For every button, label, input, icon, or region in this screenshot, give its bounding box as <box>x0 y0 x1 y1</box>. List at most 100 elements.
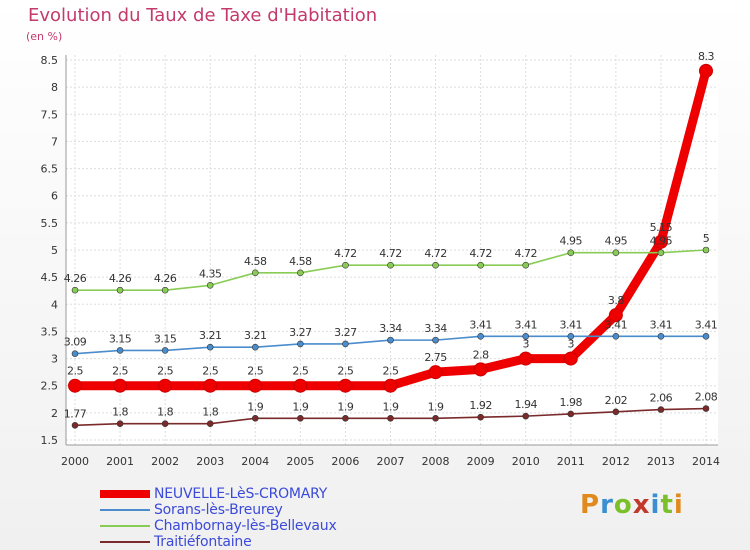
data-point <box>342 414 349 422</box>
y-tick-label: 7 <box>51 135 58 148</box>
data-point <box>477 413 484 421</box>
data-point <box>161 420 169 428</box>
legend-swatch <box>100 525 150 527</box>
x-tick-label: 2012 <box>602 455 630 468</box>
data-point <box>432 336 439 344</box>
legend-item: Chambornay-lès-Bellevaux <box>100 518 337 534</box>
data-point <box>387 336 394 344</box>
data-label: 5.15 <box>650 221 673 234</box>
data-label: 1.8 <box>202 406 218 419</box>
data-label: 4.58 <box>289 255 312 268</box>
data-point <box>477 261 484 269</box>
data-label: 2.5 <box>383 365 399 378</box>
data-point <box>161 347 169 354</box>
data-point <box>432 414 439 422</box>
legend-item: NEUVELLE-LèS-CROMARY <box>100 486 337 502</box>
data-label: 4.72 <box>379 247 402 260</box>
data-label: 3.34 <box>424 322 447 335</box>
data-point <box>657 333 665 340</box>
data-point <box>251 414 259 422</box>
y-tick-label: 8.5 <box>41 54 59 67</box>
y-tick-label: 6.5 <box>41 163 59 176</box>
legend-swatch <box>100 509 150 511</box>
legend-swatch <box>100 490 150 498</box>
data-point <box>338 378 353 393</box>
data-label: 2.5 <box>67 365 83 378</box>
data-point <box>518 351 533 366</box>
y-tick-label: 8 <box>51 81 58 94</box>
data-point <box>563 351 578 366</box>
data-label: 3.09 <box>64 336 87 349</box>
data-label: 2.5 <box>112 365 128 378</box>
data-label: 3.27 <box>334 326 357 339</box>
x-tick-label: 2011 <box>557 455 585 468</box>
logo-letter: t <box>660 490 674 520</box>
data-point <box>522 333 530 340</box>
data-label: 1.92 <box>469 399 492 412</box>
data-label: 3.41 <box>514 318 537 331</box>
data-point <box>297 414 304 422</box>
data-point <box>68 378 82 393</box>
data-label: 2.5 <box>247 365 263 378</box>
data-point <box>432 261 439 269</box>
data-point <box>522 412 530 420</box>
data-point <box>203 378 218 393</box>
data-label: 2.5 <box>292 365 308 378</box>
y-tick-label: 4.5 <box>41 271 59 284</box>
logo-letter: o <box>613 490 633 520</box>
data-point <box>161 286 169 294</box>
x-tick-label: 2009 <box>467 455 495 468</box>
data-point <box>387 261 394 269</box>
data-point <box>71 286 79 294</box>
y-tick-label: 4 <box>51 298 58 311</box>
legend-label: Chambornay-lès-Bellevaux <box>154 518 337 534</box>
data-label: 1.94 <box>514 398 537 411</box>
data-label: 8.3 <box>698 50 714 63</box>
data-point <box>116 286 124 294</box>
x-tick-label: 2007 <box>377 455 405 468</box>
data-label: 4.26 <box>109 272 132 285</box>
legend-label: NEUVELLE-LèS-CROMARY <box>154 486 328 502</box>
legend-item: Traitiéfontaine <box>100 534 337 550</box>
data-label: 3.34 <box>379 322 402 335</box>
logo-letter: i <box>650 490 661 520</box>
data-label: 4.58 <box>244 255 267 268</box>
data-label: 4.95 <box>605 235 628 248</box>
x-tick-label: 2005 <box>286 455 314 468</box>
x-tick-label: 2004 <box>241 455 269 468</box>
legend-swatch <box>100 541 150 543</box>
data-label: 3 <box>522 338 529 351</box>
data-label: 3.41 <box>560 318 583 331</box>
y-tick-label: 5 <box>51 244 58 257</box>
data-label: 3 <box>568 338 575 351</box>
data-label: 3.8 <box>608 294 624 307</box>
y-tick-label: 5.5 <box>41 217 59 230</box>
data-label: 3.15 <box>109 332 132 345</box>
data-point <box>702 333 710 340</box>
data-label: 4.26 <box>64 272 87 285</box>
x-tick-label: 2000 <box>61 455 89 468</box>
data-label: 3.15 <box>154 332 177 345</box>
data-point <box>116 420 124 428</box>
data-label: 1.8 <box>112 406 128 419</box>
data-point <box>477 333 484 340</box>
data-label: 1.9 <box>428 400 444 413</box>
logo-letter: x <box>632 490 651 520</box>
data-point <box>158 378 173 393</box>
x-tick-label: 2003 <box>196 455 224 468</box>
data-point <box>251 343 259 351</box>
data-point <box>248 378 263 393</box>
data-label: 3.41 <box>605 318 628 331</box>
proxiti-logo: Proxiti <box>580 490 684 520</box>
data-label: 3.27 <box>289 326 312 339</box>
data-label: 1.9 <box>247 400 263 413</box>
x-tick-label: 2001 <box>106 455 134 468</box>
x-tick-label: 2013 <box>647 455 675 468</box>
data-label: 1.8 <box>157 406 173 419</box>
data-point <box>567 249 575 257</box>
data-point <box>608 308 623 323</box>
data-point <box>567 410 575 418</box>
data-label: 2.08 <box>695 391 718 404</box>
y-tick-label: 2.5 <box>41 380 59 393</box>
